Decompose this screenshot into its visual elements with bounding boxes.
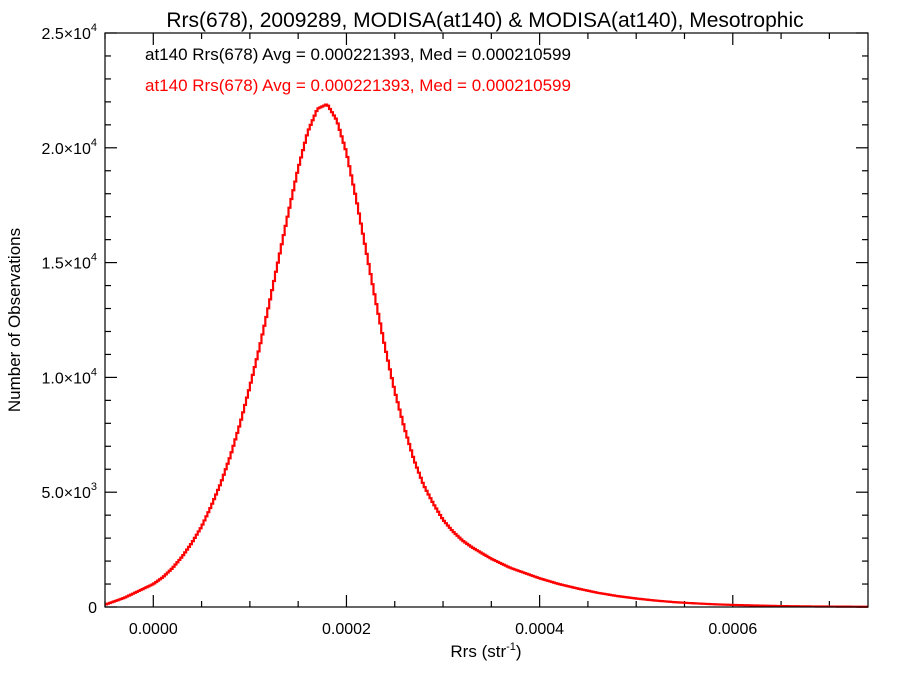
y-tick-label: 1.0×104 [41,366,97,387]
plot-frame [104,32,869,608]
y-axis-label: Number of Observations [5,228,24,412]
annotation-red: at140 Rrs(678) Avg = 0.000221393, Med = … [145,76,571,95]
x-tick-label: 0.0002 [322,621,371,638]
x-tick-label: 0.0004 [515,621,564,638]
y-tick-label: 1.5×104 [41,252,97,273]
y-tick-label: 2.0×104 [41,137,97,158]
y-tick-label: 0 [88,600,97,617]
svg-text:Rrs (str-1): Rrs (str-1) [450,641,521,661]
annotation-black: at140 Rrs(678) Avg = 0.000221393, Med = … [145,45,571,64]
chart-title: Rrs(678), 2009289, MODISA(at140) & MODIS… [166,9,803,32]
axis-ticks [104,32,868,608]
y-tick-label: 5.0×103 [41,481,97,502]
x-tick-label: 0.0000 [129,621,178,638]
x-axis-label: Rrs (str-1) [450,641,521,661]
x-axis-label-tail: ) [516,642,522,661]
y-tick-label: 2.5×104 [41,22,97,43]
x-tick-labels: 0.0000 0.0002 0.0004 0.0006 [129,621,758,638]
y-tick-labels: 0 5.0×103 1.0×104 1.5×104 2.0×104 2.5×104 [41,22,97,617]
x-axis-label-superscript: -1 [506,641,516,653]
x-tick-label: 0.0006 [708,621,757,638]
histogram-series-line [105,103,868,608]
x-axis-label-base: Rrs (str [450,642,506,661]
